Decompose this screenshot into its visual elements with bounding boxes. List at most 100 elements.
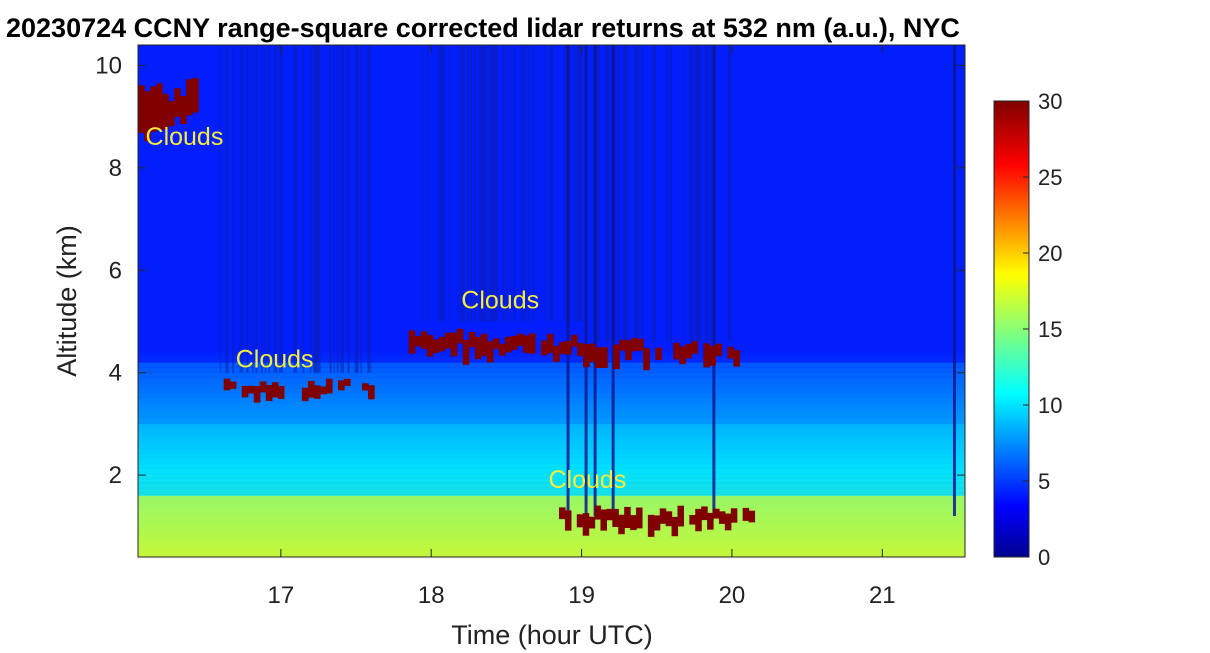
cloud-segment bbox=[565, 340, 572, 355]
cloud-segment bbox=[192, 78, 199, 113]
cloud-segment bbox=[241, 385, 249, 398]
cloud-segment bbox=[701, 506, 708, 521]
cloud-segment bbox=[174, 88, 181, 118]
gradient-strip bbox=[138, 500, 965, 507]
cloud-annotation: Clouds bbox=[461, 287, 539, 315]
gradient-strip bbox=[138, 423, 965, 430]
cloud-segment bbox=[625, 340, 632, 361]
cloud-segment bbox=[229, 381, 237, 389]
cloud-annotation: Clouds bbox=[236, 346, 314, 374]
cloud-segment bbox=[588, 516, 596, 529]
gradient-strip bbox=[138, 505, 965, 512]
gradient-strip bbox=[138, 403, 965, 410]
x-tick-label: 20 bbox=[719, 582, 746, 609]
stripe bbox=[264, 45, 267, 373]
cloud-segment bbox=[444, 332, 452, 349]
gradient-strip bbox=[138, 357, 965, 363]
cloud-segment bbox=[748, 510, 756, 523]
cloud-segment bbox=[510, 336, 518, 350]
stripe bbox=[360, 45, 363, 373]
cloud-segment bbox=[277, 386, 285, 399]
stripe bbox=[426, 45, 429, 322]
cloud-segment bbox=[432, 339, 440, 353]
cloud-segment bbox=[168, 101, 175, 127]
cloud-segment bbox=[546, 333, 554, 353]
colorbar-tick-label: 20 bbox=[1038, 241, 1062, 266]
gradient-strip bbox=[138, 480, 965, 486]
cloud-segment bbox=[553, 345, 560, 362]
cloud-segment bbox=[528, 333, 536, 354]
cloud-segment bbox=[647, 514, 655, 537]
cloud-segment bbox=[313, 385, 321, 399]
stripe bbox=[652, 45, 655, 342]
cloud-segment bbox=[619, 339, 626, 351]
gradient-strip bbox=[138, 510, 965, 517]
cloud-segment bbox=[138, 85, 145, 134]
stripe bbox=[488, 45, 491, 322]
stripe bbox=[340, 45, 343, 373]
gradient-strip bbox=[138, 413, 965, 420]
stripe bbox=[421, 45, 424, 322]
gradient-strip bbox=[138, 531, 965, 538]
stripe bbox=[706, 45, 709, 342]
gradient-strip bbox=[138, 393, 965, 399]
gradient-strip bbox=[138, 372, 965, 379]
stripe bbox=[479, 45, 482, 322]
gradient-strip bbox=[138, 362, 965, 369]
stripe bbox=[441, 45, 444, 322]
cloud-segment bbox=[420, 331, 428, 349]
stripe bbox=[224, 45, 227, 373]
stripe bbox=[580, 45, 583, 322]
stripe bbox=[318, 45, 321, 373]
vertical-stripes bbox=[219, 45, 956, 517]
stripe bbox=[333, 45, 335, 373]
y-tick-label: 8 bbox=[109, 155, 122, 182]
cloud-segment bbox=[162, 93, 169, 130]
stripe bbox=[509, 45, 512, 322]
cloud-segment bbox=[703, 343, 710, 368]
cloud-segment bbox=[540, 340, 548, 356]
cloud-segment bbox=[673, 342, 680, 360]
cloud-segment bbox=[600, 509, 608, 531]
stripe bbox=[369, 45, 372, 373]
stripe bbox=[704, 45, 707, 342]
stripe bbox=[354, 45, 357, 373]
gradient-strip bbox=[138, 429, 965, 435]
cloud-segment bbox=[468, 332, 476, 348]
cloud-segment bbox=[516, 333, 524, 346]
stripe bbox=[549, 45, 552, 322]
cloud-segment bbox=[265, 385, 273, 401]
cloud-segment bbox=[474, 336, 482, 360]
stripe bbox=[623, 45, 626, 342]
cloud-segment bbox=[576, 514, 584, 528]
stripe bbox=[241, 45, 243, 373]
stripe bbox=[356, 45, 359, 373]
stripe bbox=[699, 45, 701, 342]
stripe bbox=[481, 45, 483, 322]
stripe bbox=[605, 45, 608, 342]
stripe bbox=[490, 45, 492, 322]
cloud-segment bbox=[637, 338, 644, 351]
cloud-segment bbox=[180, 96, 187, 125]
gradient-strip bbox=[138, 444, 965, 450]
cloud-segment bbox=[595, 347, 602, 368]
gradient-strip bbox=[138, 475, 965, 481]
cloud-segment bbox=[695, 508, 702, 532]
cloud-segment bbox=[426, 335, 434, 357]
x-tick-label: 21 bbox=[869, 582, 896, 609]
cloud-segment bbox=[707, 512, 714, 530]
cloud-segment bbox=[742, 507, 750, 521]
axes: 17 18 19 20 21 2 4 6 8 10 bbox=[95, 44, 966, 609]
gradient-strip bbox=[138, 434, 965, 440]
stripe bbox=[293, 45, 296, 373]
x-axis-label: Time (hour UTC) bbox=[451, 620, 653, 650]
colorbar-tick-label: 0 bbox=[1038, 545, 1050, 570]
gradient-strip bbox=[138, 551, 965, 557]
gradient-strip bbox=[138, 398, 965, 404]
cloud-segment bbox=[522, 335, 530, 353]
plot-area bbox=[138, 45, 965, 557]
stripe bbox=[566, 45, 570, 517]
gradient-strip bbox=[138, 367, 965, 374]
stripe bbox=[573, 45, 575, 322]
stripe bbox=[709, 45, 712, 342]
